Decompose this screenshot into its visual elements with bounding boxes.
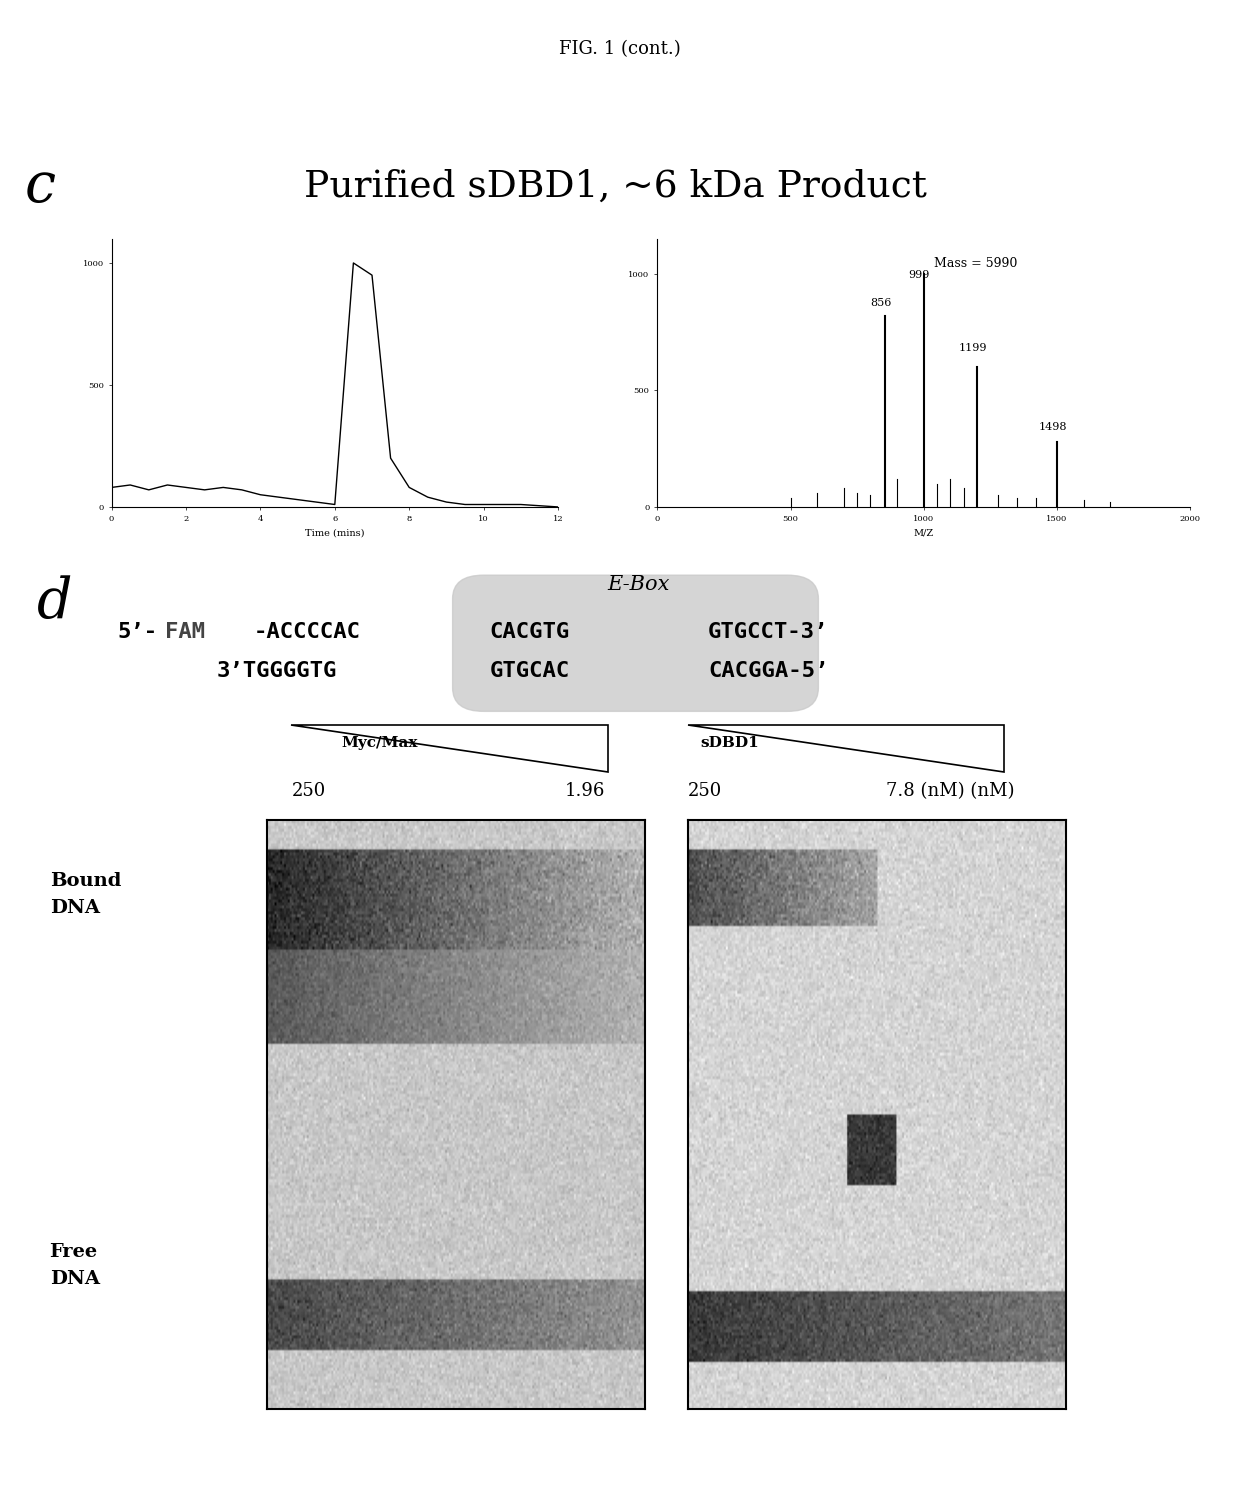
Text: Free
DNA: Free DNA [50,1243,99,1288]
Text: 5’-: 5’- [118,622,157,641]
Text: CACGTG: CACGTG [490,622,570,641]
Text: Myc/Max: Myc/Max [341,737,418,750]
Text: E-Box: E-Box [608,576,670,593]
Text: 856: 856 [870,298,892,309]
Polygon shape [291,726,608,772]
Text: CACGGA-5’: CACGGA-5’ [708,661,828,681]
X-axis label: M/Z: M/Z [914,528,934,537]
Text: FIG. 1 (cont.): FIG. 1 (cont.) [559,40,681,58]
Text: 1199: 1199 [959,343,987,352]
Polygon shape [688,726,1004,772]
Text: c: c [25,160,56,213]
Text: sDBD1: sDBD1 [701,737,759,750]
Text: 1.96: 1.96 [564,783,605,801]
Text: 7.8 (nM) (nM): 7.8 (nM) (nM) [885,783,1014,801]
FancyBboxPatch shape [453,576,818,711]
X-axis label: Time (mins): Time (mins) [305,528,365,537]
Text: GTGCCT-3’: GTGCCT-3’ [708,622,828,641]
Text: -ACCCCAC: -ACCCCAC [254,622,361,641]
Text: d: d [37,576,73,629]
Text: GTGCAC: GTGCAC [490,661,570,681]
Text: 999: 999 [909,270,930,280]
Text: 250: 250 [291,783,326,801]
Text: 3’TGGGGTG: 3’TGGGGTG [217,661,337,681]
Text: FAM: FAM [165,622,205,641]
Text: Purified sDBD1, ~6 kDa Product: Purified sDBD1, ~6 kDa Product [304,168,926,204]
Text: 1498: 1498 [1038,422,1066,432]
Text: 250: 250 [688,783,723,801]
Text: Bound
DNA: Bound DNA [50,872,122,917]
Text: Mass = 5990: Mass = 5990 [935,258,1018,270]
